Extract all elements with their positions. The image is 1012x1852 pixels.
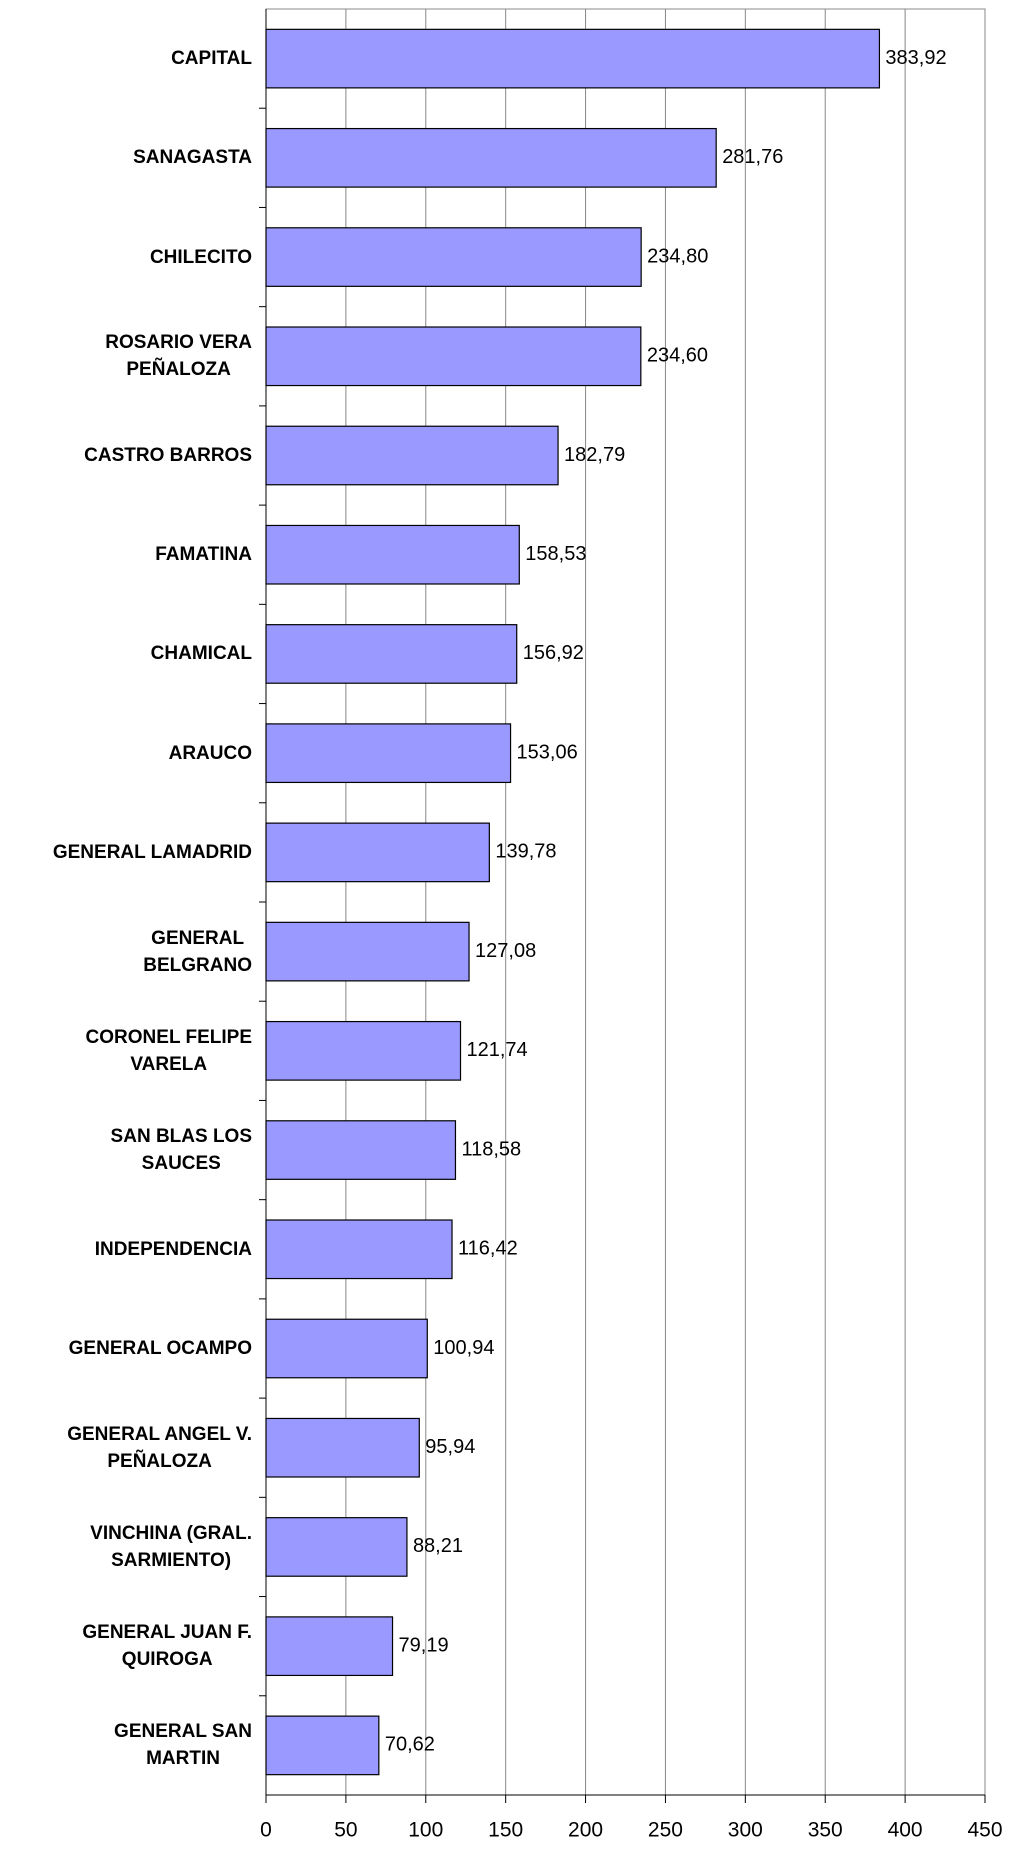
- y-tick-label: CHILECITO: [149, 246, 252, 268]
- x-tick-label: 400: [888, 1819, 923, 1842]
- value-label: 182,79: [564, 444, 625, 466]
- value-label: 383,92: [885, 47, 946, 69]
- value-label: 88,21: [413, 1535, 463, 1557]
- y-tick-label: VINCHINA (GRAL. SARMIENTO): [90, 1522, 252, 1571]
- bar: [265, 1020, 462, 1081]
- y-tick-label: GENERAL JUAN F. QUIROGA: [82, 1622, 252, 1671]
- y-tick-label: CHAMICAL: [150, 643, 252, 665]
- value-label: 234,60: [647, 345, 708, 367]
- bar: [265, 723, 512, 784]
- y-tick-label: ROSARIO VERA PEÑALOZA: [105, 332, 252, 381]
- category-label-box: SAN BLAS LOS SAUCES: [0, 1100, 252, 1199]
- value-label: 139,78: [495, 841, 556, 863]
- value-label: 153,06: [517, 741, 578, 763]
- bar: [265, 1616, 394, 1677]
- bar: [265, 28, 881, 89]
- bar: [265, 822, 490, 883]
- category-label-box: CHAMICAL: [0, 604, 252, 703]
- value-label: 281,76: [722, 146, 783, 168]
- category-label-box: GENERAL LAMADRID: [0, 803, 252, 902]
- category-label-box: CHILECITO: [0, 207, 252, 306]
- category-label-box: SANAGASTA: [0, 108, 252, 207]
- bar: [265, 921, 470, 982]
- bar: [265, 624, 518, 684]
- category-label-box: ARAUCO: [0, 704, 252, 803]
- value-label: 156,92: [523, 642, 584, 664]
- bar: [265, 127, 717, 188]
- x-tick-label: 250: [648, 1819, 683, 1842]
- category-label-box: FAMATINA: [0, 505, 252, 604]
- bar: [265, 1318, 428, 1379]
- category-label-box: GENERAL BELGRANO: [0, 902, 252, 1001]
- y-tick-label: SANAGASTA: [133, 147, 252, 169]
- value-label: 95,94: [425, 1436, 475, 1458]
- bar: [265, 1715, 380, 1776]
- x-tick-label: 50: [334, 1819, 357, 1842]
- y-tick-label: CASTRO BARROS: [84, 444, 252, 466]
- y-tick-label: CORONEL FELIPE VARELA: [85, 1026, 252, 1075]
- value-label: 100,94: [433, 1337, 494, 1359]
- y-tick-label: CAPITAL: [171, 48, 252, 70]
- category-label-box: GENERAL ANGEL V. PEÑALOZA: [0, 1398, 252, 1497]
- y-tick-label: FAMATINA: [155, 544, 252, 566]
- x-tick-label: 350: [808, 1819, 843, 1842]
- bar: [265, 425, 559, 486]
- category-label-box: GENERAL JUAN F. QUIROGA: [0, 1597, 252, 1696]
- y-tick-label: GENERAL LAMADRID: [52, 841, 252, 863]
- bar: [265, 227, 642, 287]
- y-tick-label: GENERAL OCAMPO: [68, 1337, 252, 1359]
- bar: [265, 1417, 420, 1478]
- y-tick-label: GENERAL BELGRANO: [143, 927, 252, 976]
- x-tick-label: 150: [488, 1819, 523, 1842]
- bar: [265, 1219, 453, 1280]
- value-label: 127,08: [475, 940, 536, 962]
- x-tick-label: 200: [568, 1819, 603, 1842]
- category-label-box: ROSARIO VERA PEÑALOZA: [0, 307, 252, 406]
- category-label-box: CORONEL FELIPE VARELA: [0, 1001, 252, 1100]
- bar: [265, 1517, 408, 1577]
- value-label: 116,42: [458, 1238, 518, 1260]
- x-tick-label: 0: [260, 1819, 272, 1842]
- bar: [265, 326, 642, 387]
- x-tick-label: 300: [728, 1819, 763, 1842]
- x-tick-label: 450: [967, 1819, 1002, 1842]
- category-label-box: CAPITAL: [0, 9, 252, 108]
- value-label: 158,53: [525, 543, 586, 565]
- category-label-box: VINCHINA (GRAL. SARMIENTO): [0, 1497, 252, 1596]
- value-label: 70,62: [385, 1734, 435, 1756]
- y-tick-label: INDEPENDENCIA: [94, 1238, 252, 1260]
- y-tick-label: ARAUCO: [168, 742, 252, 764]
- bar: [265, 524, 520, 585]
- x-tick-label: 100: [408, 1819, 443, 1842]
- value-label: 118,58: [461, 1138, 521, 1160]
- value-label: 234,80: [647, 245, 708, 267]
- bar: [265, 1120, 457, 1180]
- y-tick-label: SAN BLAS LOS SAUCES: [110, 1126, 252, 1175]
- value-label: 121,74: [467, 1039, 528, 1061]
- value-label: 79,19: [399, 1634, 449, 1656]
- y-tick-label: GENERAL ANGEL V. PEÑALOZA: [67, 1423, 252, 1472]
- category-label-box: CASTRO BARROS: [0, 406, 252, 505]
- category-label-box: GENERAL OCAMPO: [0, 1299, 252, 1398]
- category-label-box: INDEPENDENCIA: [0, 1200, 252, 1299]
- y-tick-label: GENERAL SAN MARTIN: [114, 1721, 252, 1770]
- category-label-box: GENERAL SAN MARTIN: [0, 1696, 252, 1795]
